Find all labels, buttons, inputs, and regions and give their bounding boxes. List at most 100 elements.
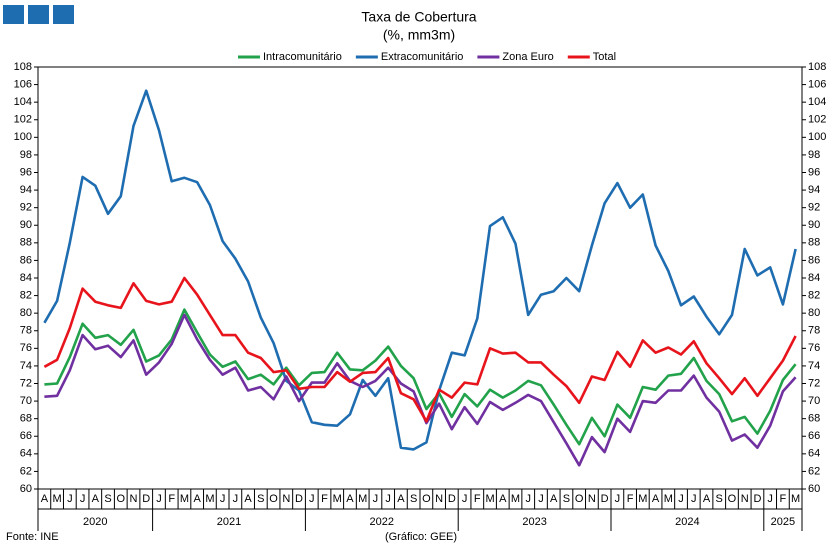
y-tick-label: 70 (20, 395, 32, 407)
y-tick-label: 76 (20, 342, 32, 354)
year-label: 2025 (771, 516, 795, 528)
x-tick-label: F (627, 493, 634, 505)
y2-tick-label: 92 (808, 202, 820, 214)
x-tick-label: O (269, 493, 278, 505)
series-line (44, 313, 797, 467)
y-tick-label: 94 (20, 184, 32, 196)
x-tick-label: J (767, 493, 773, 505)
x-tick-label: J (309, 493, 315, 505)
x-tick-label: O (422, 493, 431, 505)
y-tick-label: 92 (20, 202, 32, 214)
x-tick-label: A (703, 493, 711, 505)
x-tick-label: J (462, 493, 468, 505)
x-tick-label: M (333, 493, 342, 505)
x-tick-label: N (130, 493, 138, 505)
y2-tick-label: 66 (808, 430, 820, 442)
y-tick-label: 72 (20, 377, 32, 389)
x-tick-label: N (435, 493, 443, 505)
x-tick-label: J (615, 493, 621, 505)
year-label: 2024 (675, 516, 699, 528)
x-tick-label: A (550, 493, 558, 505)
x-tick-label: J (156, 493, 162, 505)
y-tick-label: 96 (20, 166, 32, 178)
chart-subtitle: (%, mm3m) (383, 27, 455, 43)
y-tick-label: 108 (14, 61, 32, 73)
y2-tick-label: 90 (808, 219, 820, 231)
y2-tick-label: 108 (808, 61, 826, 73)
x-tick-label: F (780, 493, 787, 505)
x-tick-label: S (716, 493, 723, 505)
x-tick-label: D (142, 493, 150, 505)
x-tick-label: M (664, 493, 673, 505)
y2-tick-label: 60 (808, 483, 820, 495)
y2-tick-label: 104 (808, 96, 826, 108)
y-tick-label: 100 (14, 131, 32, 143)
y-tick-label: 104 (14, 96, 32, 108)
y2-tick-label: 68 (808, 413, 820, 425)
y-tick-label: 82 (20, 289, 32, 301)
series-line (43, 89, 797, 451)
y-tick-label: 74 (20, 360, 32, 372)
legend-label: Intracomunitário (263, 51, 342, 63)
x-tick-label: A (346, 493, 354, 505)
x-tick-label: J (233, 493, 239, 505)
y2-tick-label: 64 (808, 448, 820, 460)
y-tick-label: 98 (20, 149, 32, 161)
y-tick-label: 80 (20, 307, 32, 319)
x-tick-label: J (220, 493, 226, 505)
x-tick-label: N (741, 493, 749, 505)
y2-tick-label: 106 (808, 78, 826, 90)
y2-tick-label: 102 (808, 114, 826, 126)
y2-tick-label: 70 (808, 395, 820, 407)
x-tick-label: M (53, 493, 62, 505)
y-tick-label: 64 (20, 448, 32, 460)
x-tick-label: D (448, 493, 456, 505)
x-tick-label: A (244, 493, 252, 505)
y2-tick-label: 82 (808, 289, 820, 301)
x-tick-label: M (638, 493, 647, 505)
x-tick-label: J (80, 493, 86, 505)
series-line (43, 276, 797, 423)
plot-frame (37, 66, 803, 490)
x-tick-label: M (358, 493, 367, 505)
x-tick-label: S (563, 493, 570, 505)
y-tick-label: 68 (20, 413, 32, 425)
source: Fonte: INE (6, 531, 59, 543)
y-tick-label: 86 (20, 254, 32, 266)
x-tick-label: M (180, 493, 189, 505)
y2-tick-label: 98 (808, 149, 820, 161)
y2-tick-label: 72 (808, 377, 820, 389)
y-tick-label: 88 (20, 237, 32, 249)
y-tick-label: 90 (20, 219, 32, 231)
legend-label: Extracomunitário (381, 51, 464, 63)
y-tick-label: 66 (20, 430, 32, 442)
x-tick-label: J (373, 493, 379, 505)
x-tick-label: O (575, 493, 584, 505)
x-tick-label: M (511, 493, 520, 505)
chart-title: Taxa de Cobertura (361, 9, 476, 25)
y2-tick-label: 100 (808, 131, 826, 143)
x-tick-label: A (193, 493, 201, 505)
x-tick-label: M (205, 493, 214, 505)
x-tick-label: J (691, 493, 697, 505)
y-tick-label: 102 (14, 114, 32, 126)
y-tick-label: 106 (14, 78, 32, 90)
x-tick-label: O (116, 493, 125, 505)
x-tick-label: A (499, 493, 507, 505)
year-label: 2023 (522, 516, 546, 528)
logo (3, 5, 74, 24)
x-tick-label: N (588, 493, 596, 505)
x-tick-label: J (67, 493, 73, 505)
x-tick-label: F (168, 493, 175, 505)
year-label: 2020 (83, 516, 107, 528)
x-tick-label: A (652, 493, 660, 505)
x-tick-label: M (791, 493, 800, 505)
x-tick-label: D (753, 493, 761, 505)
x-tick-label: S (257, 493, 264, 505)
x-tick-label: F (474, 493, 481, 505)
y-tick-label: 84 (20, 272, 32, 284)
series-line (44, 308, 797, 446)
x-tick-label: D (295, 493, 303, 505)
x-tick-label: J (678, 493, 684, 505)
year-label: 2022 (370, 516, 394, 528)
